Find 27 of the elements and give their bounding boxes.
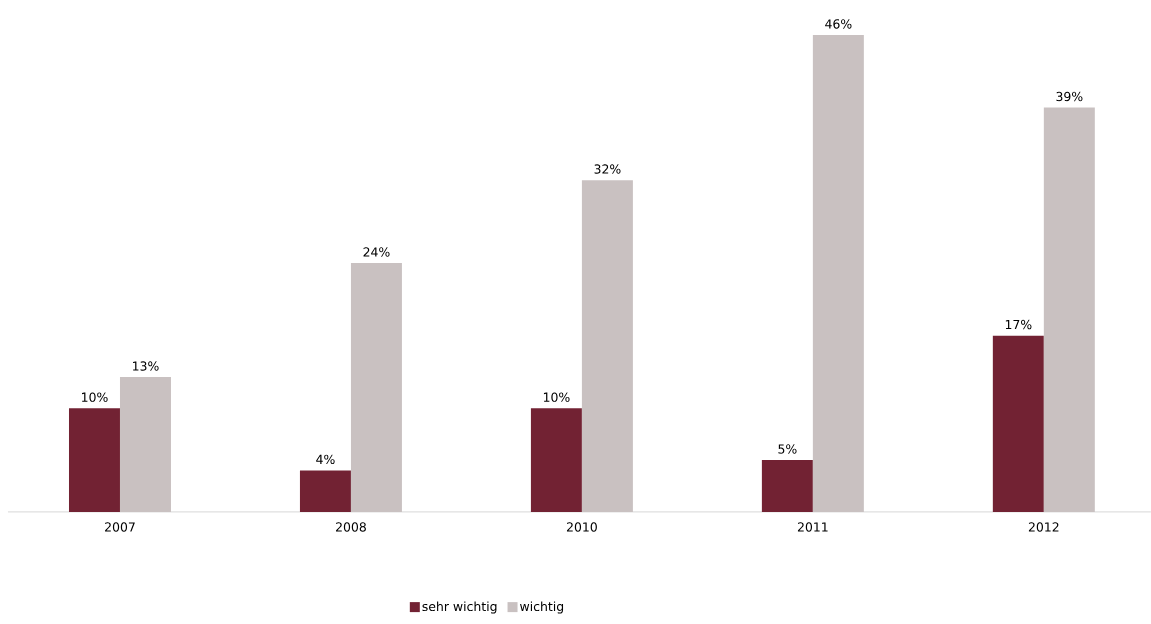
bar <box>299 470 351 512</box>
bar <box>350 263 402 512</box>
data-label: 10% <box>543 392 570 402</box>
data-label: 5% <box>778 444 797 454</box>
bar <box>530 408 582 512</box>
x-tick-label: 2008 <box>336 522 366 532</box>
data-label: 13% <box>133 361 159 371</box>
x-tick-label: 2012 <box>1028 522 1059 532</box>
x-tick-label: 2010 <box>566 522 597 532</box>
data-label: 24% <box>363 247 390 257</box>
bar <box>581 180 633 512</box>
data-label: 17% <box>1005 319 1032 330</box>
x-tick-label: 2007 <box>105 522 135 532</box>
legend-label: wichtig <box>520 601 564 614</box>
data-label: 46% <box>825 19 852 29</box>
bar <box>119 377 171 512</box>
data-label: 32% <box>594 164 621 174</box>
data-label: 10% <box>82 392 108 402</box>
bar <box>812 35 864 512</box>
data-label: 4% <box>316 454 335 465</box>
legend-label: sehr wichtig <box>422 601 497 614</box>
x-tick-label: 2011 <box>797 522 828 532</box>
data-label: 39% <box>1056 91 1083 102</box>
bar <box>68 408 120 512</box>
bar <box>992 335 1044 512</box>
bar <box>761 460 813 512</box>
bar <box>1043 107 1095 512</box>
